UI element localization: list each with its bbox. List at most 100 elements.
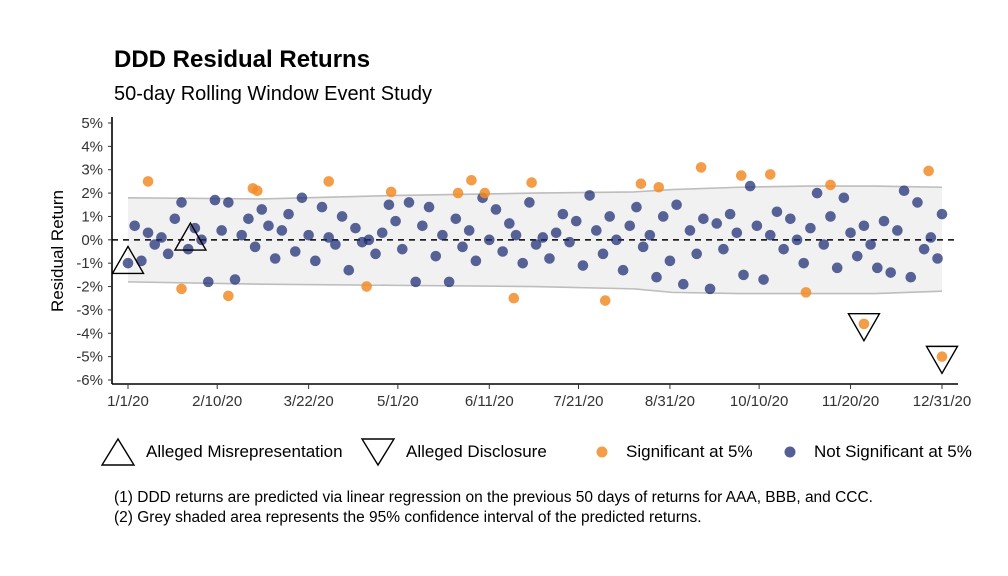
not-significant-point xyxy=(905,271,917,283)
not-significant-point xyxy=(617,264,629,276)
not-significant-point xyxy=(932,253,943,264)
residual-returns-chart: 5% 4% 3% 2% 1% 0% -1% -2% -3% -4% -5% -6%1/1/20 2/10… xyxy=(48,115,971,410)
not-significant-point xyxy=(417,220,428,232)
not-significant-point xyxy=(577,260,589,271)
not-significant-point xyxy=(470,255,482,267)
y-tick-label: -2% xyxy=(76,279,103,296)
significant-point xyxy=(361,281,372,292)
not-significant-point xyxy=(169,213,181,225)
not-significant-point xyxy=(423,201,435,213)
y-tick-label: 3% xyxy=(81,162,103,179)
chart-subtitle: 50-day Rolling Window Event Study xyxy=(114,83,432,105)
not-significant-point xyxy=(530,239,542,250)
chart-notes: (1) DDD returns are predicted via linear… xyxy=(114,488,873,528)
chart-legend: Alleged Misrepresentation Alleged Disclo… xyxy=(0,434,1008,470)
not-significant-point xyxy=(604,211,616,222)
not-significant-point xyxy=(691,248,702,260)
not-significant-point xyxy=(316,201,328,213)
not-significant-point xyxy=(457,241,468,253)
not-significant-point xyxy=(450,213,462,225)
not-significant-point xyxy=(611,234,622,246)
not-significant-point xyxy=(122,257,134,269)
significant-point xyxy=(508,292,520,304)
y-tick-label: -5% xyxy=(76,349,103,366)
not-significant-point xyxy=(751,220,763,232)
legend-item-not-significant: Not Significant at 5% xyxy=(776,434,972,470)
significant-point xyxy=(223,290,234,302)
not-significant-point xyxy=(711,218,723,229)
y-tick-label: 5% xyxy=(81,115,103,132)
y-tick-label: -4% xyxy=(76,325,103,342)
misrepresentation-marker xyxy=(111,245,145,275)
not-significant-point xyxy=(256,204,268,215)
not-significant-point xyxy=(845,227,856,239)
legend-label-not-significant: Not Significant at 5% xyxy=(814,442,972,461)
not-significant-point xyxy=(517,257,529,269)
axes-layer: 5% 4% 3% 2% 1% 0% -1% -2% -3% -4% -5% -6%1/1/20 2/10… xyxy=(76,115,971,410)
not-significant-point xyxy=(323,232,335,243)
significant-point xyxy=(635,178,647,190)
not-significant-point xyxy=(671,199,682,211)
not-significant-point xyxy=(537,232,549,243)
not-significant-point xyxy=(644,229,656,241)
not-significant-point xyxy=(918,243,930,255)
significant-point xyxy=(825,179,836,191)
not-significant-point xyxy=(510,229,522,241)
not-significant-point xyxy=(182,243,194,255)
not-significant-point xyxy=(925,232,937,243)
x-tick-label: 5/1/20 xyxy=(377,393,419,410)
not-significant-point xyxy=(410,276,421,288)
not-significant-point xyxy=(390,215,401,227)
not-significant-point xyxy=(430,250,442,262)
y-tick-label: 0% xyxy=(81,232,103,249)
not-significant-point xyxy=(504,218,515,229)
not-significant-point xyxy=(149,239,161,250)
not-significant-point xyxy=(872,262,883,274)
not-significant-point xyxy=(176,197,187,208)
navy-dot-icon xyxy=(784,446,796,458)
x-tick-label: 1/1/20 xyxy=(107,393,149,410)
not-significant-point xyxy=(403,197,415,208)
not-significant-point xyxy=(584,190,595,201)
not-significant-point xyxy=(129,220,140,232)
significant-point xyxy=(923,165,934,177)
not-significant-point xyxy=(570,215,582,227)
not-significant-point xyxy=(483,234,495,246)
not-significant-point xyxy=(818,239,830,250)
chart-title: DDD Residual Returns xyxy=(114,46,371,73)
not-significant-point xyxy=(678,278,689,290)
x-tick-label: 3/22/20 xyxy=(284,393,334,410)
legend-label-disclosure: Alleged Disclosure xyxy=(406,442,547,461)
not-significant-point xyxy=(463,225,475,236)
not-significant-point xyxy=(858,220,870,232)
significant-point xyxy=(526,177,537,188)
not-significant-point xyxy=(664,255,676,267)
x-tick-label: 11/20/20 xyxy=(822,393,879,410)
misrepresentation-marker xyxy=(173,221,208,251)
triangle-up-icon xyxy=(100,437,136,466)
not-significant-point xyxy=(838,192,850,204)
significant-point xyxy=(653,181,665,193)
not-significant-point xyxy=(811,187,823,199)
legend-item-misrepresentation: Alleged Misrepresentation xyxy=(100,434,343,470)
not-significant-point xyxy=(557,208,569,220)
not-significant-point xyxy=(303,229,314,241)
significant-point xyxy=(599,295,611,306)
not-significant-point xyxy=(878,215,890,227)
not-significant-point xyxy=(550,227,562,239)
not-significant-point xyxy=(330,239,341,250)
event-markers-layer xyxy=(111,221,959,375)
not-significant-point xyxy=(637,241,649,253)
not-significant-point xyxy=(704,283,716,295)
not-significant-point xyxy=(343,264,355,276)
not-significant-point xyxy=(936,208,948,220)
not-significant-point xyxy=(764,229,776,241)
significant-point xyxy=(176,283,187,295)
not-significant-point xyxy=(651,271,662,283)
y-tick-label: -6% xyxy=(76,372,103,389)
not-significant-point xyxy=(370,248,381,260)
not-significant-point xyxy=(698,213,709,225)
not-significant-point xyxy=(738,269,749,281)
not-significant-point xyxy=(791,234,803,246)
x-tick-label: 7/21/20 xyxy=(553,393,603,410)
